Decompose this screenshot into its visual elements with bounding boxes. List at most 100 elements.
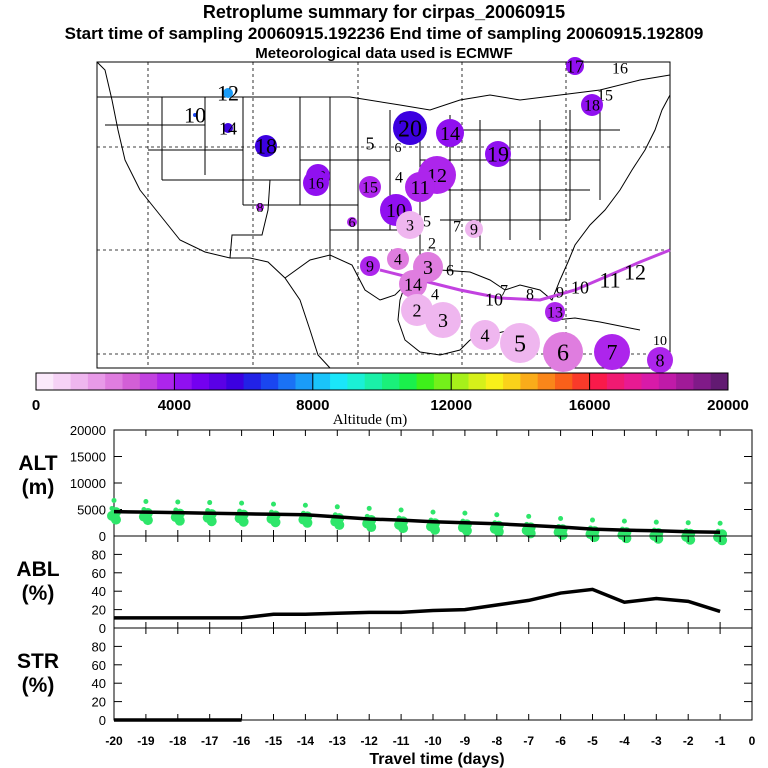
altitude-spread-point: [558, 515, 564, 521]
altitude-spread-point: [525, 528, 536, 539]
plume-day-label: 8: [656, 350, 665, 370]
altitude-spread-point: [366, 522, 377, 533]
plume-day-label: 5: [423, 214, 431, 231]
mexico-border-west: [229, 179, 271, 259]
x-tick-label: 0: [749, 734, 756, 748]
colorbar-cell: [693, 373, 712, 390]
colorbar-cell: [416, 373, 435, 390]
state-lines-west: [161, 97, 331, 260]
plume-day-label: 20: [398, 116, 422, 142]
colorbar-cell: [606, 373, 625, 390]
plume-track: [379, 248, 671, 302]
x-tick-label: -11: [393, 734, 410, 748]
altitude-spread-point: [366, 505, 372, 511]
y-tick-label: 40: [92, 676, 106, 691]
colorbar-cell: [243, 373, 262, 390]
colorbar-cell: [226, 373, 245, 390]
x-tick-label: -2: [683, 734, 694, 748]
plume-blob: [359, 176, 381, 198]
altitude-spread-point: [142, 515, 153, 526]
x-tick-label: -17: [201, 734, 219, 748]
x-tick-label: -20: [105, 734, 123, 748]
altitude-spread-point: [207, 500, 213, 506]
x-tick-label: -1: [715, 734, 726, 748]
colorbar-cell: [624, 373, 642, 390]
plume-day-label: 6: [557, 340, 569, 366]
altitude-spread-point: [717, 535, 728, 546]
plume-day-label: 15: [362, 180, 378, 197]
plume-blob: [500, 323, 540, 363]
x-tick-label: -15: [265, 734, 283, 748]
altitude-spread-point: [462, 510, 468, 516]
plume-day-label: 5: [366, 133, 375, 153]
x-tick-label: -3: [651, 734, 662, 748]
colorbar-cell: [503, 373, 521, 390]
x-tick-label: -9: [460, 734, 471, 748]
colorbar-cell: [676, 373, 694, 390]
plume-day-label: 14: [404, 274, 422, 294]
plume-day-label: 19: [487, 142, 509, 167]
x-tick-label: -8: [491, 734, 502, 748]
colorbar-cell: [278, 373, 296, 390]
pacific-coast: [96, 61, 331, 369]
y-tick-label: 20: [92, 603, 106, 618]
y-axis-label: (m): [22, 476, 55, 499]
y-tick-label: 60: [92, 566, 106, 581]
y-tick-label: 20: [92, 695, 106, 710]
met-data-label: Meteorological data used is ECMWF: [255, 45, 513, 62]
plume-blob: [436, 119, 464, 147]
plume-blob: [545, 302, 565, 322]
plume-day-label: 6: [446, 263, 454, 280]
y-axis-label: STR: [17, 650, 59, 673]
altitude-spread-point: [461, 525, 472, 536]
plume-blob: [401, 294, 433, 326]
altitude-spread-point: [494, 512, 500, 518]
colorbar-cell: [589, 373, 608, 390]
plume-blob: [543, 332, 583, 372]
plume-day-label: 9: [470, 222, 478, 239]
altitude-spread-point: [430, 524, 440, 535]
colorbar-cell: [382, 373, 400, 390]
plume-day-label: 3: [438, 310, 448, 332]
plume-blob: [399, 270, 427, 298]
colorbar-cell: [451, 373, 469, 390]
x-tick-label: -12: [361, 734, 379, 748]
altitude-spread-point: [238, 516, 249, 527]
colorbar-tick-label: 8000: [296, 397, 329, 414]
colorbar-cell: [347, 373, 366, 390]
altitude-spread-point: [685, 520, 691, 526]
altitude-spread-point: [206, 516, 217, 527]
y-axis-label: (%): [22, 674, 55, 697]
plume-blob: [465, 220, 483, 238]
plume-day-label: 16: [308, 176, 324, 193]
y-tick-label: 80: [92, 547, 106, 562]
altitude-spread-point: [590, 517, 595, 523]
plume-blob: [405, 172, 435, 202]
plume-blob: [581, 94, 603, 116]
altitude-spread-point: [557, 529, 568, 540]
plume-blob: [347, 217, 357, 227]
plume-day-label: 9: [556, 285, 564, 302]
altitude-spread-point: [302, 517, 313, 528]
plume-day-label: 8: [526, 287, 534, 304]
sampling-time: Start time of sampling 20060915.192236 E…: [64, 24, 704, 43]
x-tick-label: -13: [329, 734, 347, 748]
plume-blob: [594, 334, 630, 370]
plume-day-label: 9: [366, 259, 374, 276]
altitude-spread-point: [334, 504, 340, 510]
colorbar-cell: [209, 373, 227, 390]
plume-day-label: 16: [612, 61, 628, 78]
altitude-spread-point: [653, 519, 659, 525]
y-axis-label: ABL: [16, 558, 59, 581]
plume-day-label: 4: [394, 252, 402, 269]
gulf-atlantic-coast: [404, 94, 671, 301]
plume-day-label: 10: [571, 277, 589, 297]
x-tick-label: -4: [619, 734, 630, 748]
plume-day-label: 12: [217, 81, 239, 106]
series-line: [114, 587, 721, 620]
plume-day-label: 18: [584, 98, 600, 115]
state-lines-east-h: [420, 129, 620, 221]
altitude-spread-point: [270, 517, 281, 528]
alt-panel: 20000 15000 10000 5000 0 ALT(m): [18, 423, 753, 546]
plume-day-label: 10: [485, 289, 503, 309]
